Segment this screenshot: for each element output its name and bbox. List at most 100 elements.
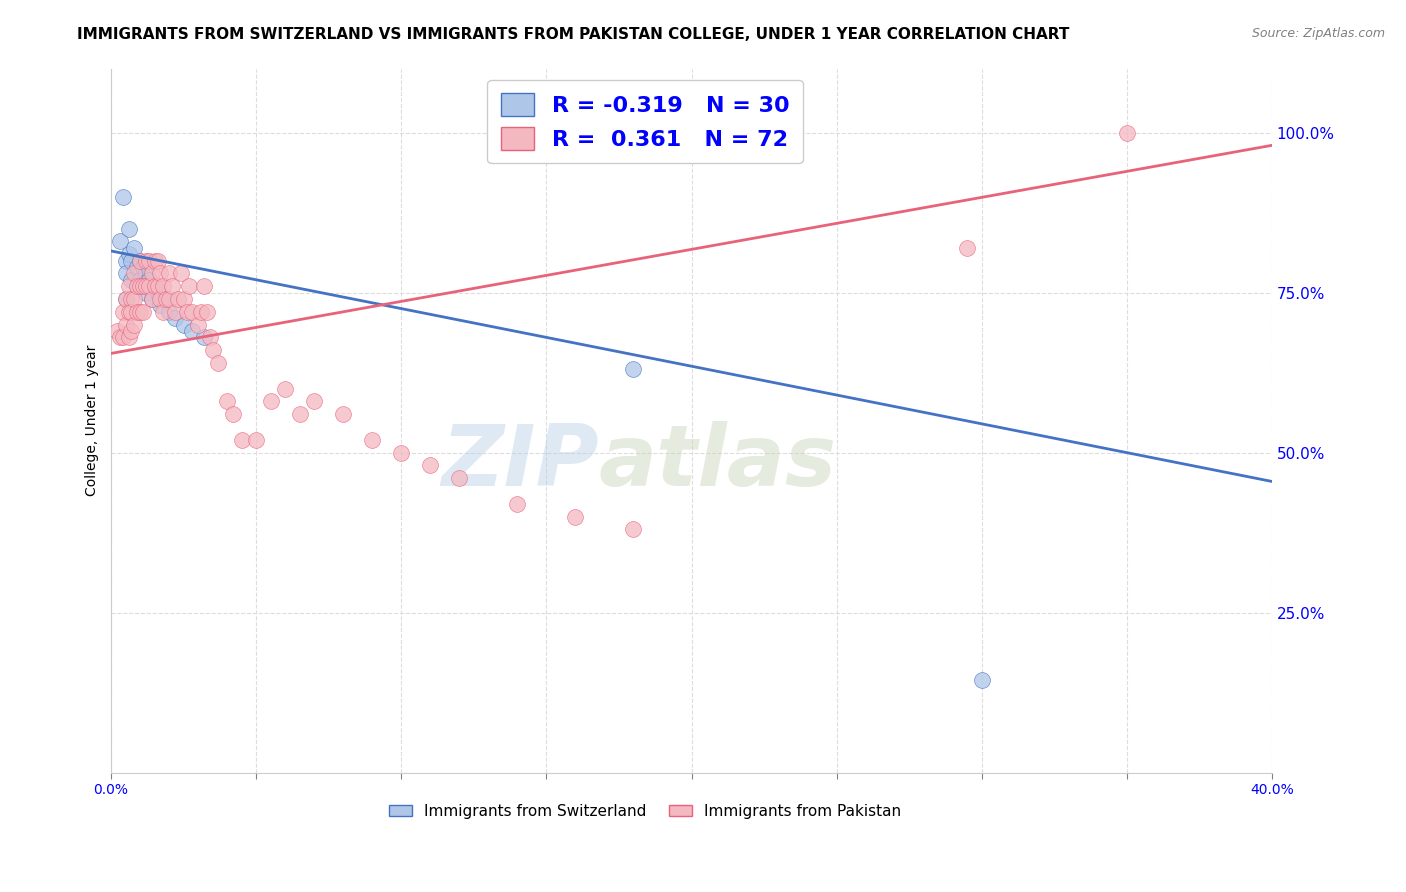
Point — [146, 285, 169, 300]
Point — [105, 324, 128, 338]
Point — [143, 279, 166, 293]
Point — [127, 279, 149, 293]
Point — [138, 253, 160, 268]
Point — [117, 305, 139, 319]
Point — [124, 266, 146, 280]
Point — [114, 266, 136, 280]
Point — [173, 318, 195, 332]
Text: Source: ZipAtlas.com: Source: ZipAtlas.com — [1251, 27, 1385, 40]
Point — [332, 407, 354, 421]
Point — [193, 330, 215, 344]
Point — [143, 253, 166, 268]
Point — [190, 305, 212, 319]
Point — [201, 343, 224, 358]
Text: ZIP: ZIP — [441, 421, 599, 504]
Point — [160, 279, 183, 293]
Point — [187, 318, 209, 332]
Point — [132, 279, 155, 293]
Point — [222, 407, 245, 421]
Point — [179, 279, 201, 293]
Point — [127, 279, 149, 293]
Point — [195, 305, 218, 319]
Point — [288, 407, 311, 421]
Point — [132, 260, 155, 274]
Point — [108, 235, 131, 249]
Point — [129, 279, 152, 293]
Point — [132, 305, 155, 319]
Point — [149, 292, 172, 306]
Point — [176, 305, 198, 319]
Point — [120, 324, 142, 338]
Point — [108, 330, 131, 344]
Point — [124, 318, 146, 332]
Point — [114, 292, 136, 306]
Point — [146, 253, 169, 268]
Point — [155, 292, 177, 306]
Point — [217, 394, 239, 409]
Point — [181, 305, 204, 319]
Point — [1115, 126, 1137, 140]
Point — [114, 318, 136, 332]
Point — [152, 279, 174, 293]
Point — [129, 253, 152, 268]
Point — [149, 298, 172, 312]
Point — [129, 253, 152, 268]
Point — [157, 292, 180, 306]
Point — [120, 273, 142, 287]
Text: IMMIGRANTS FROM SWITZERLAND VS IMMIGRANTS FROM PAKISTAN COLLEGE, UNDER 1 YEAR CO: IMMIGRANTS FROM SWITZERLAND VS IMMIGRANT… — [77, 27, 1070, 42]
Point — [193, 279, 215, 293]
Point — [170, 266, 193, 280]
Point — [245, 433, 267, 447]
Point — [506, 497, 529, 511]
Point — [114, 253, 136, 268]
Point — [166, 292, 188, 306]
Point — [970, 673, 993, 687]
Point — [138, 279, 160, 293]
Y-axis label: College, Under 1 year: College, Under 1 year — [86, 345, 100, 496]
Point — [141, 292, 163, 306]
Point — [956, 241, 979, 255]
Point — [152, 292, 174, 306]
Point — [157, 266, 180, 280]
Point — [152, 305, 174, 319]
Point — [127, 305, 149, 319]
Point — [127, 260, 149, 274]
Point — [117, 330, 139, 344]
Point — [129, 273, 152, 287]
Point — [304, 394, 326, 409]
Point — [135, 279, 157, 293]
Point — [141, 266, 163, 280]
Point — [111, 189, 134, 203]
Point — [124, 292, 146, 306]
Point — [117, 247, 139, 261]
Point — [120, 305, 142, 319]
Point — [143, 279, 166, 293]
Point — [124, 241, 146, 255]
Point — [111, 330, 134, 344]
Point — [361, 433, 384, 447]
Point — [623, 523, 645, 537]
Point — [181, 324, 204, 338]
Point — [138, 273, 160, 287]
Point — [141, 292, 163, 306]
Point — [157, 305, 180, 319]
Point — [173, 292, 195, 306]
Point — [120, 292, 142, 306]
Point — [135, 266, 157, 280]
Point — [111, 305, 134, 319]
Point — [135, 253, 157, 268]
Point — [120, 253, 142, 268]
Point — [117, 279, 139, 293]
Point — [260, 394, 283, 409]
Point — [129, 305, 152, 319]
Text: atlas: atlas — [599, 421, 837, 504]
Point — [146, 279, 169, 293]
Point — [419, 458, 441, 473]
Point — [163, 311, 186, 326]
Point — [389, 445, 412, 459]
Legend: Immigrants from Switzerland, Immigrants from Pakistan: Immigrants from Switzerland, Immigrants … — [382, 797, 907, 825]
Point — [449, 471, 471, 485]
Point — [564, 509, 586, 524]
Point — [149, 266, 172, 280]
Point — [114, 292, 136, 306]
